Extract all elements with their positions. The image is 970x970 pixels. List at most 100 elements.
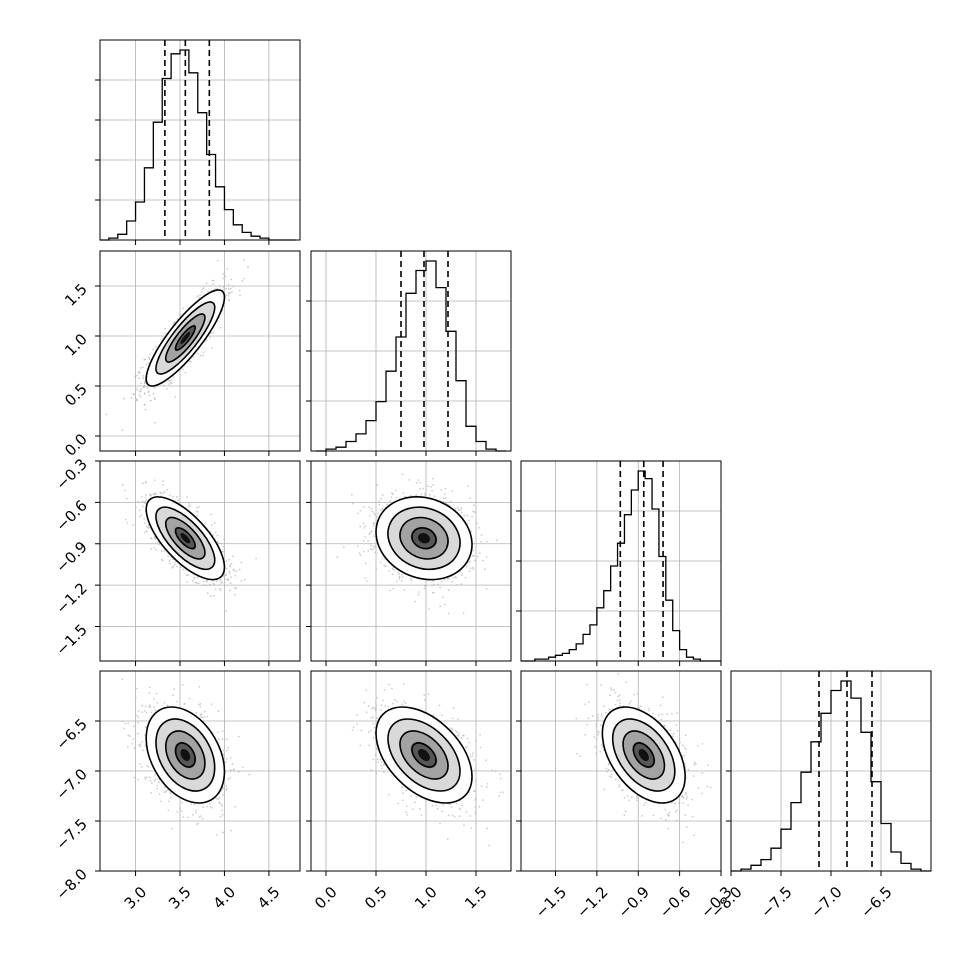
sample-point <box>162 384 165 387</box>
sample-point <box>463 514 466 517</box>
sample-point <box>377 512 379 515</box>
sample-point <box>448 501 451 504</box>
sample-point <box>351 494 353 496</box>
sample-point <box>363 550 365 553</box>
sample-point <box>238 568 241 571</box>
panel-frame <box>310 460 512 662</box>
sample-point <box>146 765 149 767</box>
sample-point <box>485 556 488 558</box>
sample-point <box>133 747 136 750</box>
sample-point <box>201 716 204 719</box>
sample-point <box>223 538 225 541</box>
contour-line <box>375 496 473 581</box>
sample-point <box>372 524 375 527</box>
sample-point <box>156 787 159 790</box>
sample-point <box>194 809 197 812</box>
sample-point <box>472 510 474 513</box>
sample-point <box>134 375 136 377</box>
sample-point <box>466 485 469 487</box>
sample-point <box>125 518 127 521</box>
sample-point <box>189 360 192 363</box>
sample-point <box>163 791 166 794</box>
sample-point <box>221 581 224 584</box>
sample-point <box>165 790 167 793</box>
sample-point <box>439 605 442 608</box>
histogram-panel-1 <box>306 250 512 456</box>
sample-point <box>453 576 455 579</box>
sample-point <box>168 560 171 562</box>
sample-point <box>142 375 145 377</box>
density-layer <box>336 473 498 615</box>
sample-point <box>176 565 178 568</box>
sample-point <box>234 805 237 808</box>
histogram-step <box>316 260 506 452</box>
sample-point <box>415 481 418 484</box>
sample-point <box>154 537 157 540</box>
sample-point <box>367 550 370 552</box>
density-layer <box>121 479 257 612</box>
sample-point <box>432 591 435 594</box>
sample-point <box>395 489 397 492</box>
contour-line <box>174 325 196 351</box>
contour-line <box>399 516 449 560</box>
sample-point <box>469 497 471 500</box>
sample-point <box>139 743 142 745</box>
sample-point <box>225 287 228 290</box>
sample-point <box>240 561 243 564</box>
sample-point <box>431 489 433 492</box>
sample-point <box>136 778 139 781</box>
sample-point <box>154 709 157 712</box>
sample-point <box>229 572 231 574</box>
sample-point <box>185 574 188 577</box>
sample-point <box>398 573 401 576</box>
sample-point <box>135 687 138 690</box>
sample-point <box>447 612 450 615</box>
panel-frame <box>99 460 301 662</box>
sample-point <box>468 560 471 563</box>
sample-point <box>176 811 179 814</box>
sample-point <box>222 575 225 578</box>
sample-point <box>144 408 147 411</box>
sample-point <box>161 558 164 561</box>
sample-point <box>217 542 220 545</box>
sample-point <box>398 575 401 578</box>
sample-point <box>218 738 220 740</box>
sample-point <box>143 404 146 406</box>
sample-point <box>150 711 153 714</box>
sample-point <box>202 287 205 289</box>
sample-point <box>152 348 154 351</box>
sample-point <box>154 778 157 780</box>
sample-point <box>135 506 137 509</box>
sample-point <box>221 794 224 797</box>
sample-point <box>139 762 141 765</box>
sample-point <box>213 522 216 525</box>
sample-point <box>154 773 157 776</box>
sample-point <box>370 507 373 510</box>
sample-point <box>199 354 202 357</box>
sample-point <box>158 781 160 784</box>
sample-point <box>370 544 372 547</box>
sample-point <box>374 551 376 554</box>
sample-point <box>451 580 454 583</box>
sample-point <box>209 806 212 808</box>
sample-point <box>168 494 171 497</box>
sample-point <box>196 514 199 517</box>
sample-point <box>182 568 185 571</box>
sample-point <box>222 273 225 275</box>
sample-point <box>127 722 129 724</box>
sample-point <box>373 545 375 548</box>
sample-point <box>154 421 156 424</box>
sample-point <box>222 288 225 291</box>
sample-point <box>155 345 157 348</box>
sample-point <box>148 686 151 689</box>
sample-point <box>211 347 213 349</box>
sample-point <box>163 550 166 552</box>
sample-point <box>378 503 381 506</box>
sample-point <box>125 497 128 500</box>
sample-point <box>420 493 423 496</box>
sample-point <box>359 554 362 557</box>
sample-point <box>384 565 387 568</box>
sample-point <box>212 583 215 585</box>
sample-point <box>194 581 197 583</box>
sample-point <box>138 372 141 375</box>
